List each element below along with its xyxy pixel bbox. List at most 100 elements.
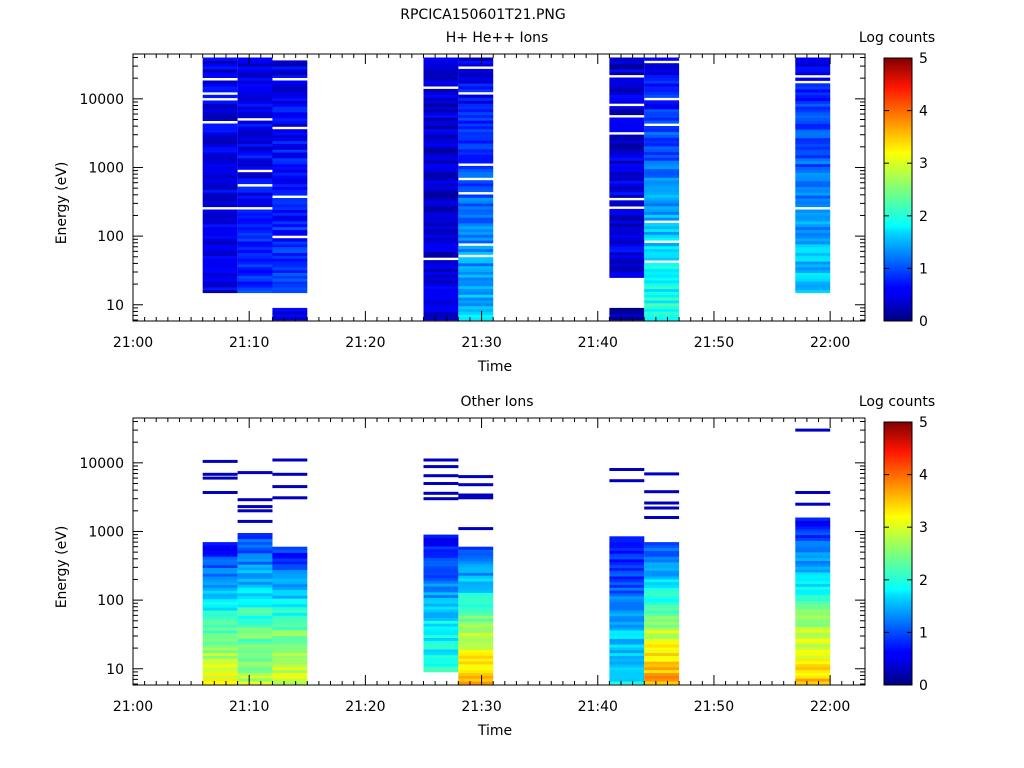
spectrogram-cell <box>237 203 273 208</box>
spectrogram-cell <box>423 297 459 301</box>
spectrogram-cell <box>458 598 494 602</box>
panel-bottom-ylabel: Energy (eV) <box>54 526 70 609</box>
spectrogram-cell <box>795 160 831 165</box>
spectrogram-cell <box>795 580 831 584</box>
spectrogram-cell <box>237 587 273 591</box>
spectrogram-cell <box>644 285 680 290</box>
spectrogram-cell <box>644 297 680 301</box>
spectrogram-cell <box>272 189 308 193</box>
x-tick-label: 21:40 <box>578 699 618 715</box>
spectrogram-cell <box>609 593 645 597</box>
panel-bottom-spectrogram <box>202 428 831 685</box>
spectrogram-line <box>237 498 273 502</box>
spectrogram-cell <box>237 221 273 225</box>
spectrogram-cell <box>423 200 459 204</box>
x-tick-label: 21:50 <box>694 335 734 351</box>
spectrogram-cell <box>423 651 459 656</box>
spectrogram-line <box>795 428 831 432</box>
spectrogram-cell <box>458 231 494 235</box>
spectrogram-cell <box>237 272 273 276</box>
spectrogram-line <box>644 472 680 476</box>
spectrogram-cell <box>795 249 831 253</box>
spectrogram-cell <box>795 566 831 570</box>
spectrogram-cell <box>202 134 238 139</box>
spectrogram-cell <box>609 621 645 625</box>
spectrogram-cell <box>458 262 494 267</box>
spectrogram-cell <box>644 311 680 315</box>
spectrogram-cell <box>609 598 645 602</box>
spectrogram-cell <box>202 160 238 165</box>
spectrogram-cell <box>237 541 273 545</box>
panel-top: H+ He++ Ions 21:00 21:10 21:20 21:30 21:40 21… <box>54 30 935 375</box>
spectrogram-cell <box>423 271 459 275</box>
spectrogram-cell <box>202 103 238 107</box>
spectrogram-cell <box>237 97 273 101</box>
spectrogram-cell <box>423 183 459 187</box>
spectrogram-cell <box>609 317 645 321</box>
spectrogram-cell <box>237 681 273 685</box>
spectrogram-cell <box>458 94 494 98</box>
spectrogram-cell <box>609 576 645 580</box>
spectrogram-cell <box>202 140 238 144</box>
spectrogram-cell <box>458 214 494 218</box>
spectrogram-cell <box>202 610 238 614</box>
spectrogram-cell <box>644 200 680 204</box>
spectrogram-cell <box>644 268 680 272</box>
spectrogram-cell <box>237 86 273 90</box>
spectrogram-cell <box>609 174 645 178</box>
spectrogram-cell <box>237 678 273 682</box>
spectrogram-cell <box>202 80 238 84</box>
spectrogram-cell <box>202 564 238 568</box>
spectrogram-cell <box>423 163 459 167</box>
spectrogram-cell <box>202 89 238 93</box>
spectrogram-cell <box>202 155 238 159</box>
spectrogram-cell <box>423 611 459 616</box>
spectrogram-cell <box>458 208 494 212</box>
spectrogram-cell <box>609 624 645 628</box>
spectrogram-cell <box>237 264 273 268</box>
spectrogram-cell <box>272 278 308 282</box>
spectrogram-cell <box>202 238 238 242</box>
spectrogram-cell <box>272 601 308 605</box>
spectrogram-cell <box>272 606 308 611</box>
spectrogram-cell <box>423 146 459 150</box>
spectrogram-cell <box>423 300 459 304</box>
spectrogram-cell <box>237 71 273 76</box>
spectrogram-cell <box>644 251 680 255</box>
spectrogram-cell <box>458 134 494 138</box>
spectrogram-cell <box>423 154 459 158</box>
spectrogram-cell <box>202 284 238 288</box>
spectrogram-cell <box>795 606 831 610</box>
spectrogram-cell <box>458 194 494 198</box>
spectrogram-cell <box>644 308 680 312</box>
spectrogram-cell <box>795 129 831 133</box>
spectrogram-cell <box>272 589 308 593</box>
spectrogram-cell <box>795 540 831 544</box>
spectrogram-cell <box>237 189 273 193</box>
spectrogram-cell <box>423 571 459 576</box>
spectrogram-cell <box>458 626 494 631</box>
spectrogram-cell <box>237 564 273 568</box>
spectrogram-cell <box>458 291 494 295</box>
spectrogram-cell <box>795 223 831 228</box>
spectrogram-cell <box>423 637 459 641</box>
spectrogram-cell <box>202 106 238 110</box>
spectrogram-cell <box>644 106 680 110</box>
spectrogram-cell <box>609 559 645 563</box>
spectrogram-cell <box>202 112 238 116</box>
spectrogram-cell <box>423 91 459 95</box>
colorbar-tick-label: 5 <box>919 51 928 67</box>
spectrogram-cell <box>237 649 273 653</box>
spectrogram-cell <box>644 302 680 307</box>
spectrogram-cell <box>609 613 645 617</box>
spectrogram-cell <box>423 83 459 87</box>
colorbar-tick-label: 2 <box>919 573 928 589</box>
spectrogram-cell <box>423 114 459 118</box>
spectrogram-cell <box>237 618 273 622</box>
spectrogram-cell <box>272 310 308 315</box>
spectrogram-cell <box>795 238 831 242</box>
spectrogram-cell <box>423 274 459 278</box>
y-tick-label: 100 <box>97 593 124 609</box>
spectrogram-cell <box>272 655 308 659</box>
spectrogram-cell <box>237 592 273 596</box>
